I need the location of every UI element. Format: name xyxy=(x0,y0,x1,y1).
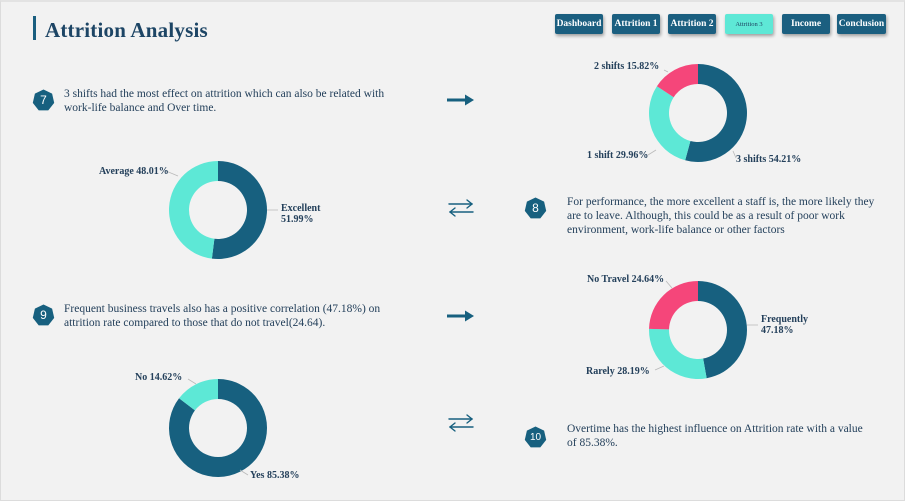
leader-line xyxy=(665,280,673,289)
donut-slice-frequently[interactable] xyxy=(698,281,748,379)
note-badge-8: 8 xyxy=(524,197,547,220)
leader-line xyxy=(732,150,737,159)
heptagon-badge-icon xyxy=(32,89,55,111)
donut-chart-overtime: Yes 85.38% No 14.62% xyxy=(135,372,299,481)
swap-arrows-icon xyxy=(448,414,474,432)
heptagon-badge-icon xyxy=(524,426,547,448)
donut-slice-no[interactable] xyxy=(179,379,218,411)
heptagon-badge-icon xyxy=(524,197,547,219)
slice-data-label: Frequently xyxy=(761,314,808,325)
slice-data-label: Rarely 28.19% xyxy=(586,366,650,377)
slice-data-label: 3 shifts 54.21% xyxy=(736,154,801,165)
nav-button-attrition-2[interactable]: Attrition 2 xyxy=(668,14,716,34)
note-text-overtime: Overtime has the highest influence on At… xyxy=(567,423,863,449)
page-title: Attrition Analysis xyxy=(45,18,208,42)
note-number: 7 xyxy=(40,93,47,107)
slice-data-label: 1 shift 29.96% xyxy=(587,150,648,161)
donut-slice-average[interactable] xyxy=(168,161,218,259)
nav-button-attrition-1[interactable]: Attrition 1 xyxy=(612,14,660,34)
donut-slice-rarely[interactable] xyxy=(649,328,707,380)
leader-line xyxy=(239,469,249,476)
note-badge-10: 10 xyxy=(524,426,547,449)
nav-button-dashboard[interactable]: Dashboard xyxy=(555,14,603,34)
donut-slice-1-shift[interactable] xyxy=(648,86,691,161)
note-number: 10 xyxy=(529,432,542,443)
swap-arrows-icon xyxy=(448,199,474,217)
slice-data-label: 51.99% xyxy=(281,214,314,225)
donut-slice-yes[interactable] xyxy=(168,379,267,477)
title-accent-bar xyxy=(33,16,36,40)
note-badge-9: 9 xyxy=(32,304,55,327)
heptagon-badge-icon xyxy=(32,304,55,326)
nav-button-income[interactable]: Income xyxy=(782,14,830,34)
donut-slice-2-shifts[interactable] xyxy=(656,64,698,98)
leader-line xyxy=(647,149,657,156)
slice-data-label: Average 48.01% xyxy=(99,166,169,177)
donut-slice-3-shifts[interactable] xyxy=(685,64,747,162)
note-badge-7: 7 xyxy=(32,89,55,112)
slice-data-label: Excellent xyxy=(281,203,321,214)
note-text-shifts: 3 shifts had the most effect on attritio… xyxy=(64,88,385,114)
donut-slice-no-travel[interactable] xyxy=(649,281,698,330)
note-text-travel: Frequent business travels also has a pos… xyxy=(64,303,381,329)
note-text-performance: For performance, the more excellent a st… xyxy=(567,196,875,236)
leader-line xyxy=(187,378,197,385)
slice-data-label: 47.18% xyxy=(761,325,794,336)
donut-chart-shifts: 3 shifts 54.21% 1 shift 29.96% 2 shifts 15… xyxy=(587,61,801,165)
note-number: 8 xyxy=(532,201,539,215)
donut-slice-excellent[interactable] xyxy=(211,161,267,259)
slice-data-label: 2 shifts 15.82% xyxy=(594,61,659,72)
right-arrow-icon xyxy=(447,310,474,322)
slice-data-label: No 14.62% xyxy=(135,372,182,383)
nav-button-attrition-3[interactable]: Attrition 3 xyxy=(725,14,773,34)
nav-button-conclusion[interactable]: Conclusion xyxy=(837,14,886,34)
leader-line xyxy=(165,170,179,177)
slice-data-label: No Travel 24.64% xyxy=(587,274,664,285)
right-arrow-icon xyxy=(447,94,474,106)
note-number: 9 xyxy=(40,308,47,322)
leader-line xyxy=(654,365,665,371)
slice-data-label: Yes 85.38% xyxy=(250,470,299,481)
leader-line xyxy=(663,69,669,73)
